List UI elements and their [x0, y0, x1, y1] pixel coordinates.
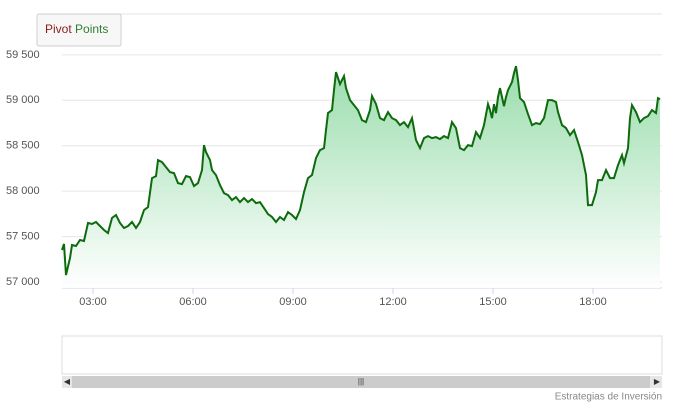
x-tick-label: 03:00 [79, 296, 107, 308]
credits[interactable]: Estrategias de Inversión [555, 392, 662, 403]
y-tick-label: 59 500 [6, 49, 40, 61]
y-tick-label: 58 000 [6, 185, 40, 197]
pivot-button[interactable]: Pivot Points [36, 13, 122, 47]
y-tick-label: 58 500 [6, 140, 40, 152]
line [61, 65, 661, 276]
scroll-left[interactable]: ◀ [64, 377, 71, 386]
x-tick-label: 15:00 [479, 296, 507, 308]
x-tick-label: 09:00 [279, 296, 307, 308]
navigator-frame [61, 335, 663, 375]
button-word[interactable]: Pivot [45, 22, 72, 36]
x-tick-label: 18:00 [579, 296, 607, 308]
scroll-grip[interactable]: ||| [358, 377, 364, 386]
scrollbar-thumb[interactable] [72, 376, 650, 388]
y-tick-label: 57 500 [6, 230, 40, 242]
button-word[interactable]: Points [75, 22, 108, 36]
y-tick-label: 57 000 [6, 276, 40, 288]
x-tick-label: 12:00 [379, 296, 407, 308]
y-tick-label: 59 000 [6, 94, 40, 106]
button-box[interactable] [36, 13, 122, 47]
area-fill [62, 66, 660, 288]
x-tick-label: 06:00 [179, 296, 207, 308]
button-label[interactable]: Pivot Points [45, 22, 108, 36]
scroll-right[interactable]: ▶ [654, 377, 661, 386]
